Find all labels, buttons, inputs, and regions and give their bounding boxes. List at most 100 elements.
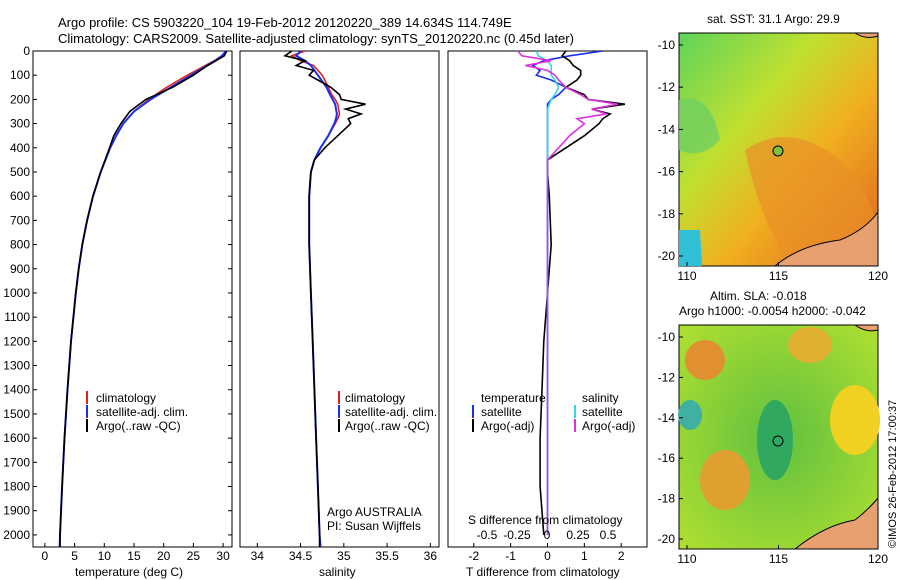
map-y-tick-label: -12 (658, 80, 676, 94)
salinity-legend: climatology satellite-adj. clim. Argo(..… (338, 391, 437, 433)
coastline (773, 210, 879, 267)
salinity-x-axis: 34 34.5 35 35.5 36 (251, 543, 438, 563)
series-line-s-argo--adj- (517, 51, 618, 535)
temperature-legend: climatology satellite-adj. clim. Argo(..… (86, 391, 188, 433)
difference-panel: -2 -1 0 1 2 temperature satellite Argo(-adj)… (447, 50, 648, 579)
legend-label-argo: Argo(..raw -QC) (345, 419, 430, 433)
map-y-tick-label: -10 (658, 330, 676, 344)
x-tick-label: 35 (337, 549, 351, 563)
map-y-tick-label: -14 (658, 122, 676, 136)
depth-tick-label: 800 (10, 238, 30, 252)
depth-tick-label: 600 (10, 189, 30, 203)
temperature-lines (58, 51, 228, 547)
x-tick-label: 35.5 (375, 549, 399, 563)
coastline-top (853, 324, 879, 332)
x-tick-label: 25 (187, 549, 201, 563)
x-tick-label: 10 (98, 549, 112, 563)
map-x-tick-label: 110 (677, 552, 696, 566)
salinity-annotation-line2: PI: Susan Wijffels (327, 519, 421, 533)
footer-credit: ©IMOS 26-Feb-2012 17:00:37 (887, 400, 899, 548)
depth-tick-label: 1200 (3, 334, 30, 348)
depth-tick-label: 1600 (3, 431, 30, 445)
depth-tick-label: 1900 (3, 504, 30, 518)
sla-low-2 (678, 400, 702, 430)
s-tick-label: -0.5 (477, 528, 498, 542)
header-line1: Argo profile: CS 5903220_104 19-Feb-2012… (58, 15, 512, 30)
map-x-tick-label: 120 (868, 552, 888, 566)
legend-label-argo: Argo(..raw -QC) (96, 419, 181, 433)
series-line-t-argo--adj- (539, 51, 626, 535)
sla-high-1 (685, 340, 725, 380)
sst-warm-patch (745, 137, 878, 266)
s-tick-label: -0.25 (503, 528, 531, 542)
depth-tick-label: 2000 (3, 528, 30, 542)
difference-legend: temperature satellite Argo(-adj) salinit… (472, 391, 635, 433)
map-x-tick-label: 115 (769, 269, 788, 283)
x-tick-label: 5 (71, 549, 78, 563)
sla-map-panel: Altim. SLA: -0.018 Argo h1000: -0.0054 h… (658, 289, 889, 566)
map-y-tick-label: -10 (658, 38, 676, 52)
x-tick-label: 0 (544, 549, 551, 563)
sst-cool-patch-2 (679, 98, 720, 154)
legend-label-climatology: climatology (345, 391, 405, 405)
map-x-tick-label: 120 (868, 269, 888, 283)
map-y-tick-label: -18 (658, 207, 676, 221)
difference-xlabel2: S difference from climatology (468, 513, 623, 527)
sla-map-axes: 110 115 120 -10 -12 -14 -16 -18 -20 (658, 330, 889, 566)
depth-tick-label: 400 (10, 141, 30, 155)
depth-tick-label: 1400 (3, 383, 30, 397)
depth-tick-label: 500 (10, 165, 30, 179)
x-tick-label: -2 (468, 549, 479, 563)
temperature-x-axis: 0 5 10 15 20 25 30 (42, 543, 230, 563)
s-tick-label: 0.5 (600, 528, 617, 542)
salinity-panel: 34 34.5 35 35.5 36 climatology satellite-adj… (239, 50, 440, 579)
x-tick-label: -1 (505, 549, 516, 563)
argo-float-marker (772, 145, 784, 157)
x-tick-label: 30 (216, 549, 230, 563)
coastline-top (853, 32, 879, 38)
depth-tick-label: 200 (10, 92, 30, 106)
map-y-tick-label: -16 (658, 451, 676, 465)
sst-cool-patch (679, 230, 702, 266)
argo-float-marker (772, 435, 784, 447)
x-tick-label: 34.5 (289, 549, 313, 563)
depth-tick-label: 1500 (3, 407, 30, 421)
depth-tick-label: 100 (10, 68, 30, 82)
sla-map-title1: Altim. SLA: -0.018 (710, 289, 807, 303)
temperature-frame (32, 50, 233, 548)
coastline (793, 496, 879, 550)
map-y-tick-label: -20 (658, 249, 676, 263)
sla-high-4 (830, 385, 880, 455)
legend-label-t-satellite: satellite (481, 405, 522, 419)
sla-low-1 (757, 400, 793, 480)
legend-label-t-argo: Argo(-adj) (481, 419, 534, 433)
legend-title-temperature: temperature (481, 391, 546, 405)
sst-map-axes: 110 115 120 -10 -12 -14 -16 -18 -20 (658, 38, 889, 283)
sst-map-title: sat. SST: 31.1 Argo: 29.9 (707, 12, 840, 26)
x-tick-label: 34 (251, 549, 265, 563)
x-tick-label: 36 (424, 549, 438, 563)
difference-lines (517, 51, 626, 535)
x-tick-label: 2 (618, 549, 625, 563)
x-tick-label: 15 (127, 549, 141, 563)
temperature-panel: 0100200300400500600700800900100011001200… (3, 44, 647, 579)
legend-label-s-satellite: satellite (582, 405, 623, 419)
salinity-frame (239, 50, 440, 548)
salinity-xlabel: salinity (319, 565, 356, 579)
map-y-tick-label: -12 (658, 370, 676, 384)
depth-tick-label: 300 (10, 117, 30, 131)
map-y-tick-label: -16 (658, 165, 676, 179)
difference-x-axis: -2 -1 0 1 2 (468, 543, 625, 563)
depth-tick-label: 0 (23, 44, 30, 58)
sla-high-3 (788, 327, 832, 363)
legend-title-salinity: salinity (582, 391, 619, 405)
depth-tick-label: 1700 (3, 455, 30, 469)
map-x-tick-label: 110 (677, 269, 696, 283)
s-tick-label: 0.25 (566, 528, 590, 542)
depth-tick-label: 900 (10, 262, 30, 276)
series-line-argo---raw--qc- (59, 51, 228, 547)
x-tick-label: 20 (157, 549, 171, 563)
x-tick-label: 0 (42, 549, 49, 563)
sla-map-title2: Argo h1000: -0.0054 h2000: -0.042 (679, 304, 866, 318)
